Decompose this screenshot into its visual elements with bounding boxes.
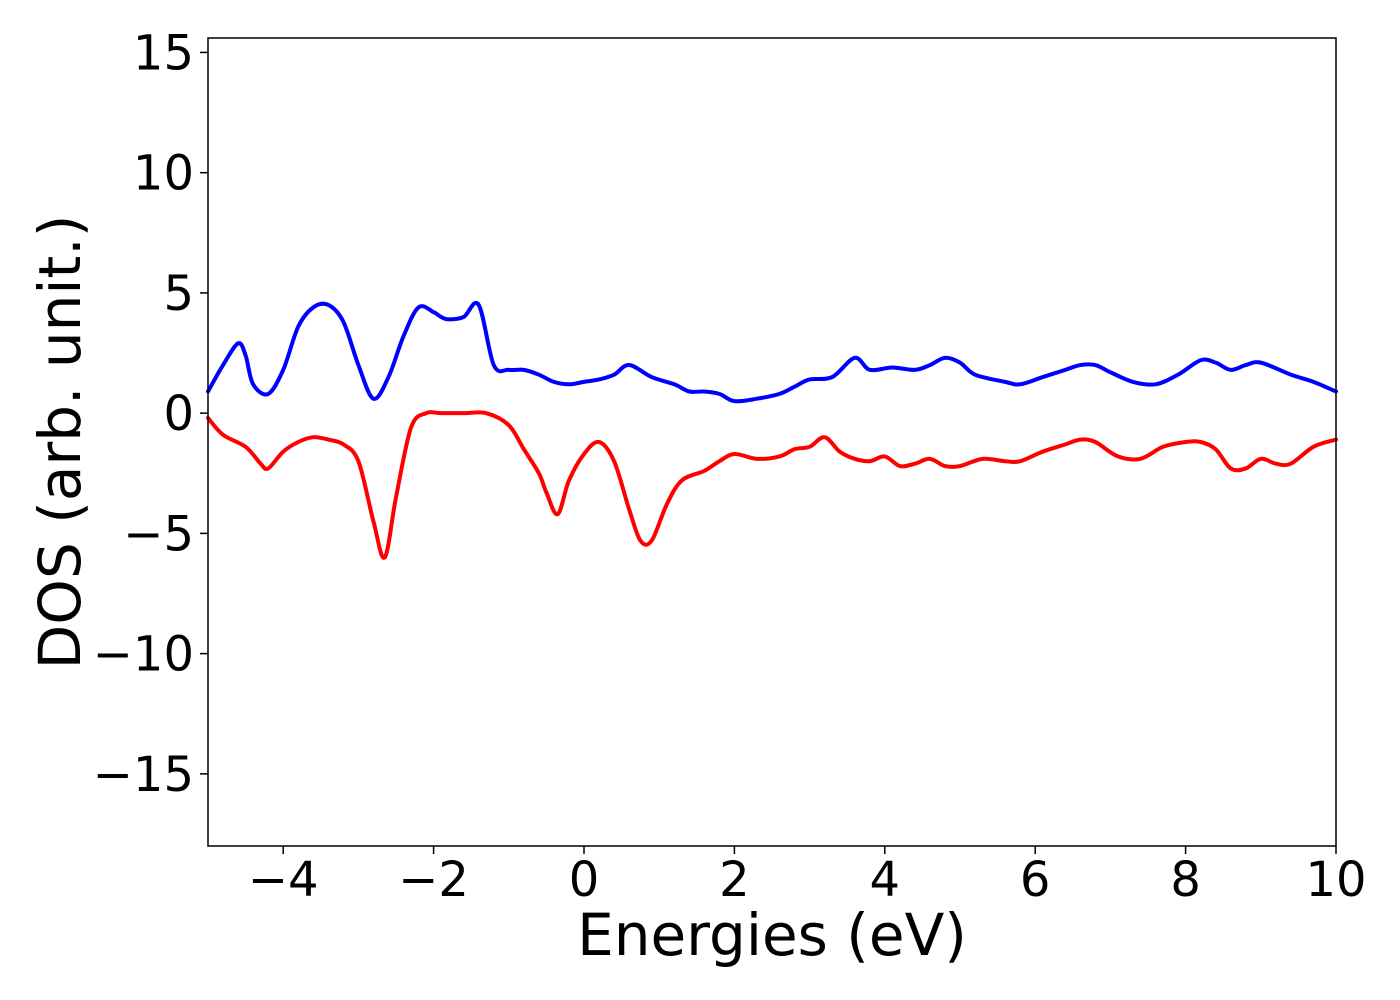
y-tick-label: −5	[123, 506, 194, 562]
series-lines	[206, 301, 1338, 560]
x-tick-label: −2	[398, 852, 469, 908]
y-tick-label: −15	[93, 747, 194, 803]
x-tick-label: 2	[719, 852, 750, 908]
y-tick-label: 0	[163, 386, 194, 442]
x-axis-title: Energies (eV)	[577, 901, 967, 969]
x-tick-label: 10	[1305, 852, 1366, 908]
x-tick-label: −4	[248, 852, 319, 908]
x-tick-label: 6	[1020, 852, 1051, 908]
y-tick-label: 5	[163, 266, 194, 322]
x-tick-label: 8	[1170, 852, 1201, 908]
y-tick-label: 10	[133, 146, 194, 202]
y-tick-label: −10	[93, 627, 194, 683]
y-axis-title: DOS (arb. unit.)	[26, 215, 94, 670]
y-tick-label: 15	[133, 25, 194, 81]
spin-down-line	[206, 410, 1338, 560]
y-axis: 15 10 5 0 −5 −10 −15	[93, 25, 208, 803]
x-tick-label: 4	[870, 852, 901, 908]
x-tick-label: 0	[569, 852, 600, 908]
spin-up-line	[206, 301, 1338, 404]
x-axis: −4 −2 0 2 4 6 8 10	[248, 846, 1367, 908]
plot-frame	[207, 37, 1337, 847]
